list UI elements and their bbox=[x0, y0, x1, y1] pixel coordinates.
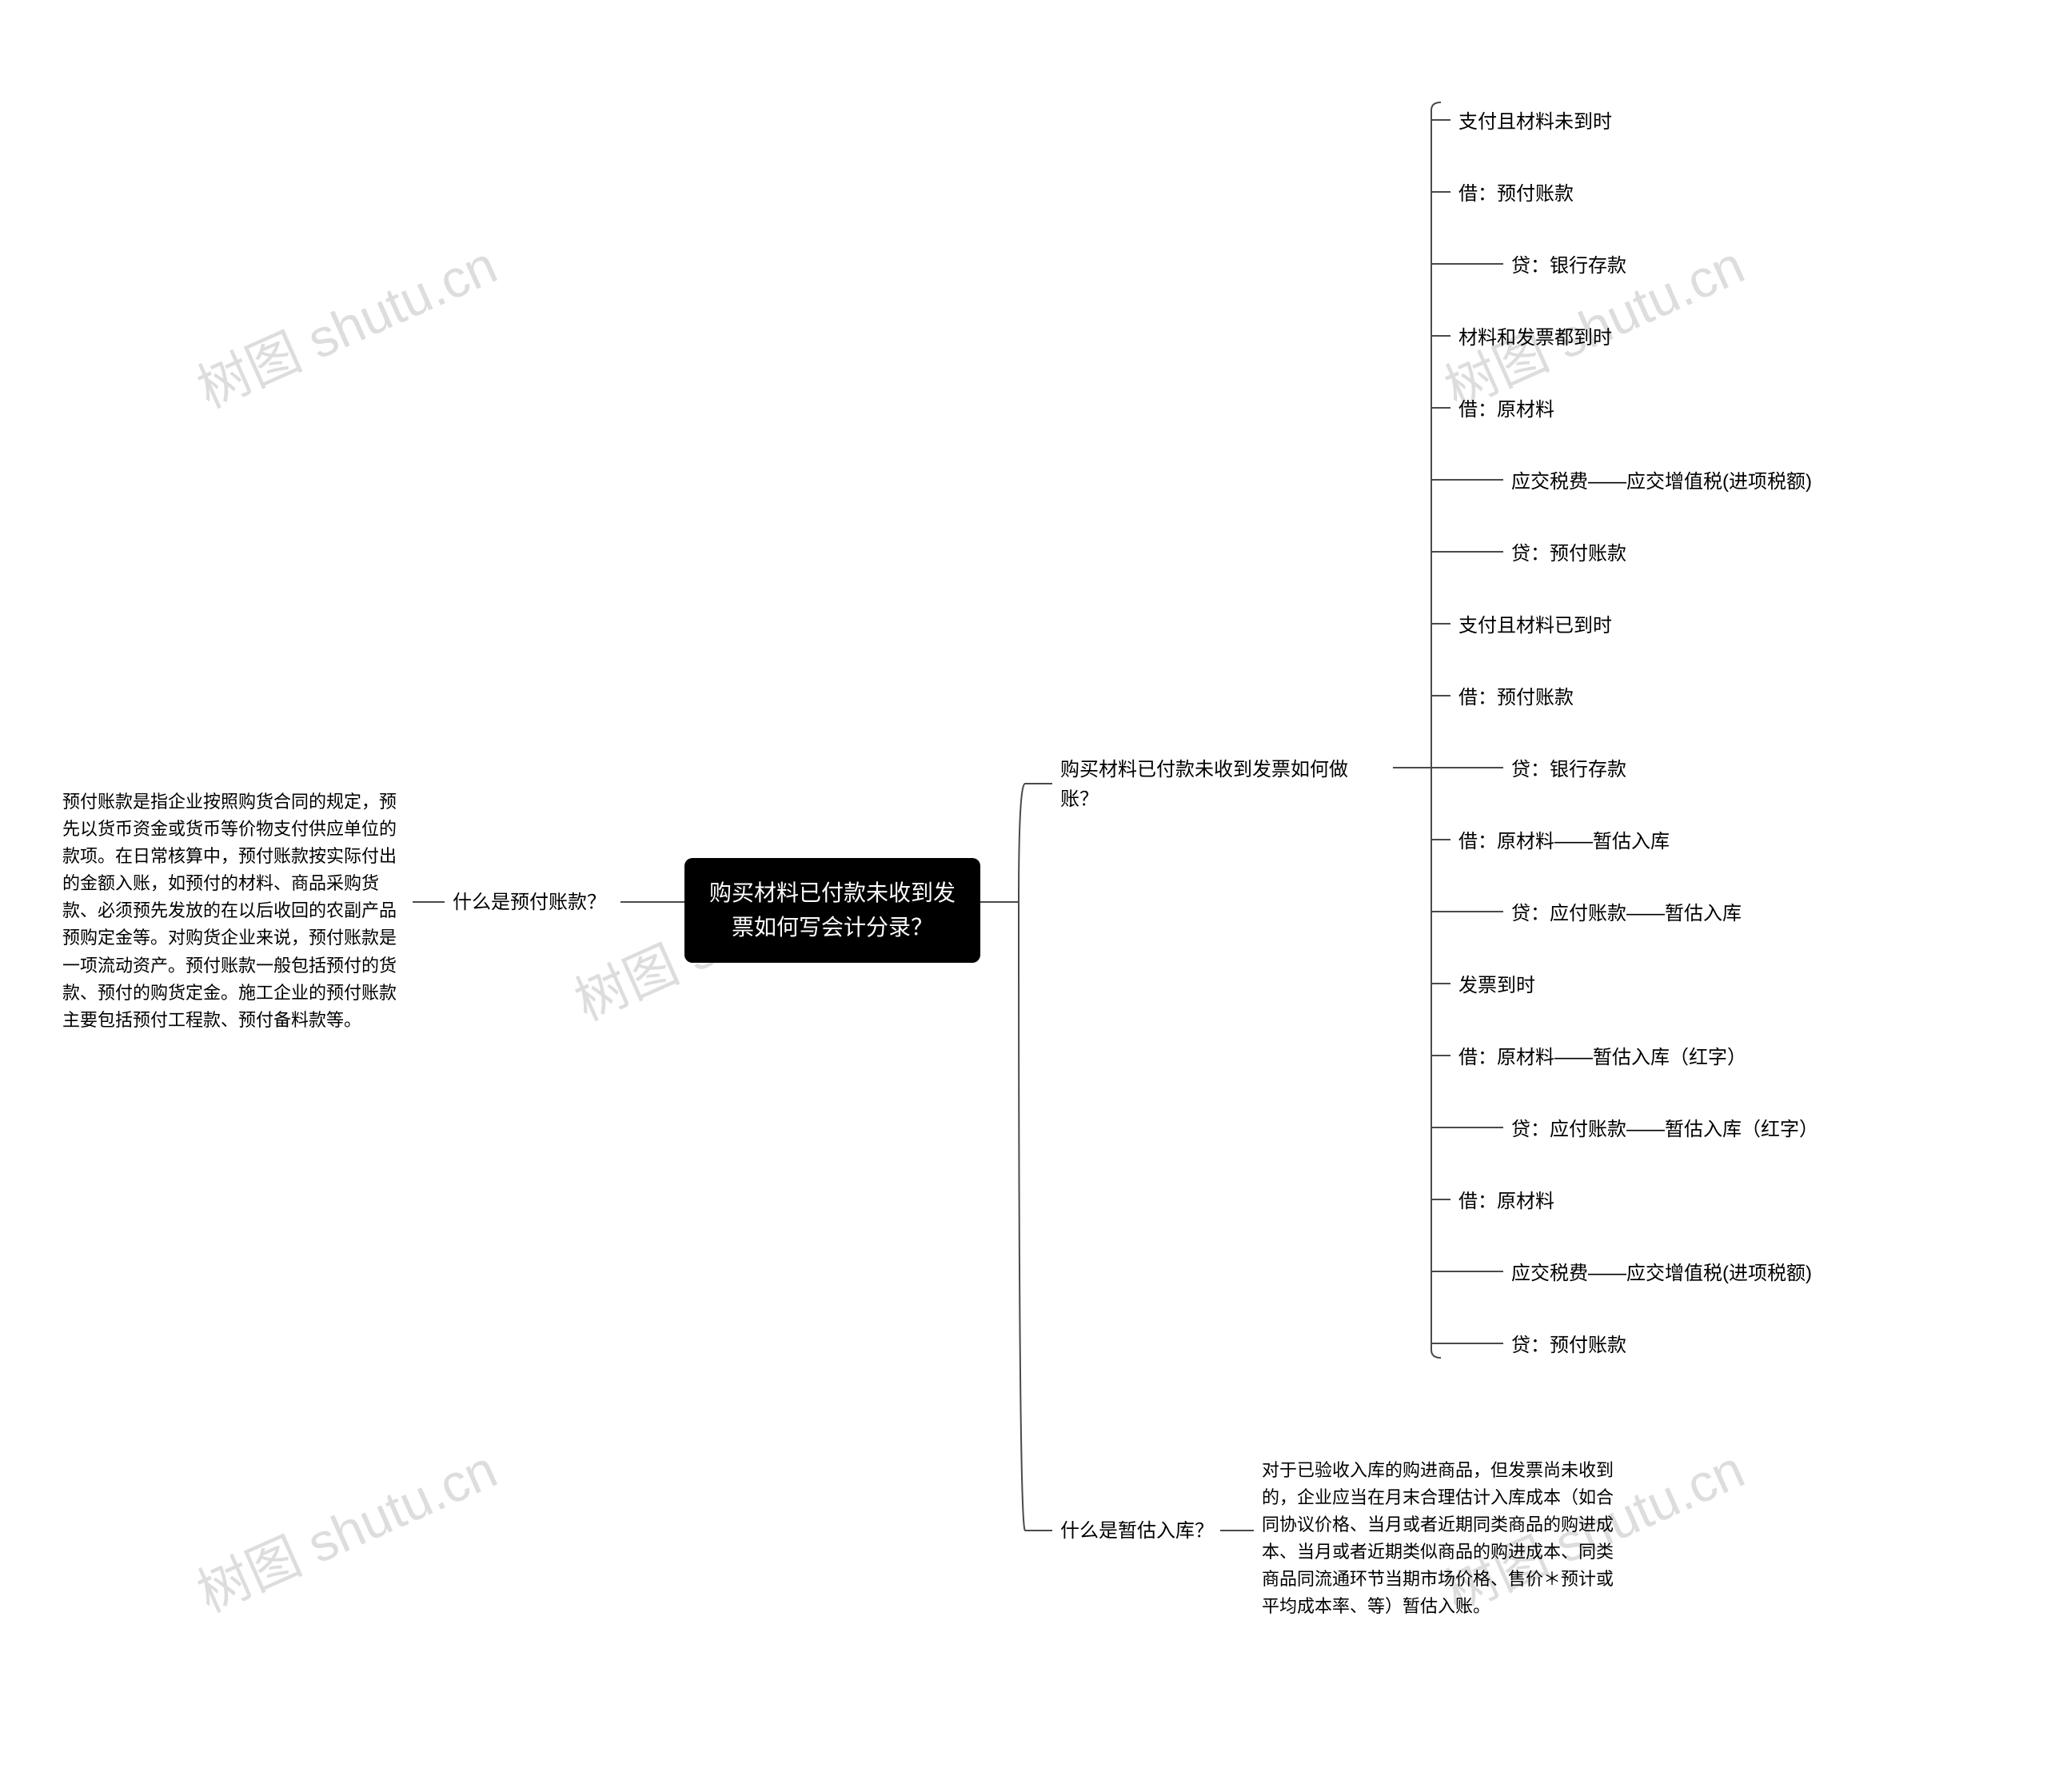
left-question: 什么是预付账款？ bbox=[453, 888, 606, 917]
list-item: 材料和发票都到时 bbox=[1458, 323, 1612, 353]
list-item: 应交税费——应交增值税(进项税额) bbox=[1511, 1259, 1812, 1288]
left-description: 预付账款是指企业按照购货合同的规定，预先以货币资金或货币等价物支付供应单位的款项… bbox=[62, 788, 408, 1034]
list-item: 借：原材料 bbox=[1458, 1187, 1554, 1216]
list-item: 应交税费——应交增值税(进项税额) bbox=[1511, 467, 1812, 497]
root-line2: 票如何写会计分录？ bbox=[732, 915, 933, 940]
watermark: 树图 shutu.cn bbox=[184, 1427, 507, 1627]
list-item: 借：预付账款 bbox=[1458, 683, 1574, 712]
list-item: 贷：预付账款 bbox=[1511, 1331, 1626, 1360]
right-q1-line0: 购买材料已付款未收到发票如何做 bbox=[1060, 759, 1348, 780]
right-q2-description: 对于已验收入库的购进商品，但发票尚未收到的，企业应当在月末合理估计入库成本（如合… bbox=[1262, 1457, 1620, 1621]
list-item: 借：原材料——暂估入库（红字） bbox=[1458, 1043, 1746, 1072]
list-item: 支付且材料未到时 bbox=[1458, 107, 1612, 137]
list-item: 贷：银行存款 bbox=[1511, 755, 1626, 784]
list-item: 贷：银行存款 bbox=[1511, 251, 1626, 281]
right-question-2: 什么是暂估入库？ bbox=[1060, 1516, 1214, 1546]
list-item: 贷：应付账款——暂估入库 bbox=[1511, 899, 1742, 928]
right-question-1: 购买材料已付款未收到发票如何做 账？ bbox=[1060, 755, 1388, 814]
right-q1-line1: 账？ bbox=[1060, 788, 1099, 810]
list-item: 贷：预付账款 bbox=[1511, 539, 1626, 569]
list-item: 发票到时 bbox=[1458, 971, 1535, 1000]
root-line1: 购买材料已付款未收到发 bbox=[709, 880, 956, 905]
watermark: 树图 shutu.cn bbox=[184, 223, 507, 423]
list-item: 贷：应付账款——暂估入库（红字） bbox=[1511, 1115, 1818, 1144]
root-node: 购买材料已付款未收到发 票如何写会计分录？ bbox=[684, 858, 980, 963]
list-item: 借：原材料 bbox=[1458, 395, 1554, 425]
list-item: 支付且材料已到时 bbox=[1458, 611, 1612, 641]
list-item: 借：预付账款 bbox=[1458, 179, 1574, 209]
list-item: 借：原材料——暂估入库 bbox=[1458, 827, 1670, 856]
